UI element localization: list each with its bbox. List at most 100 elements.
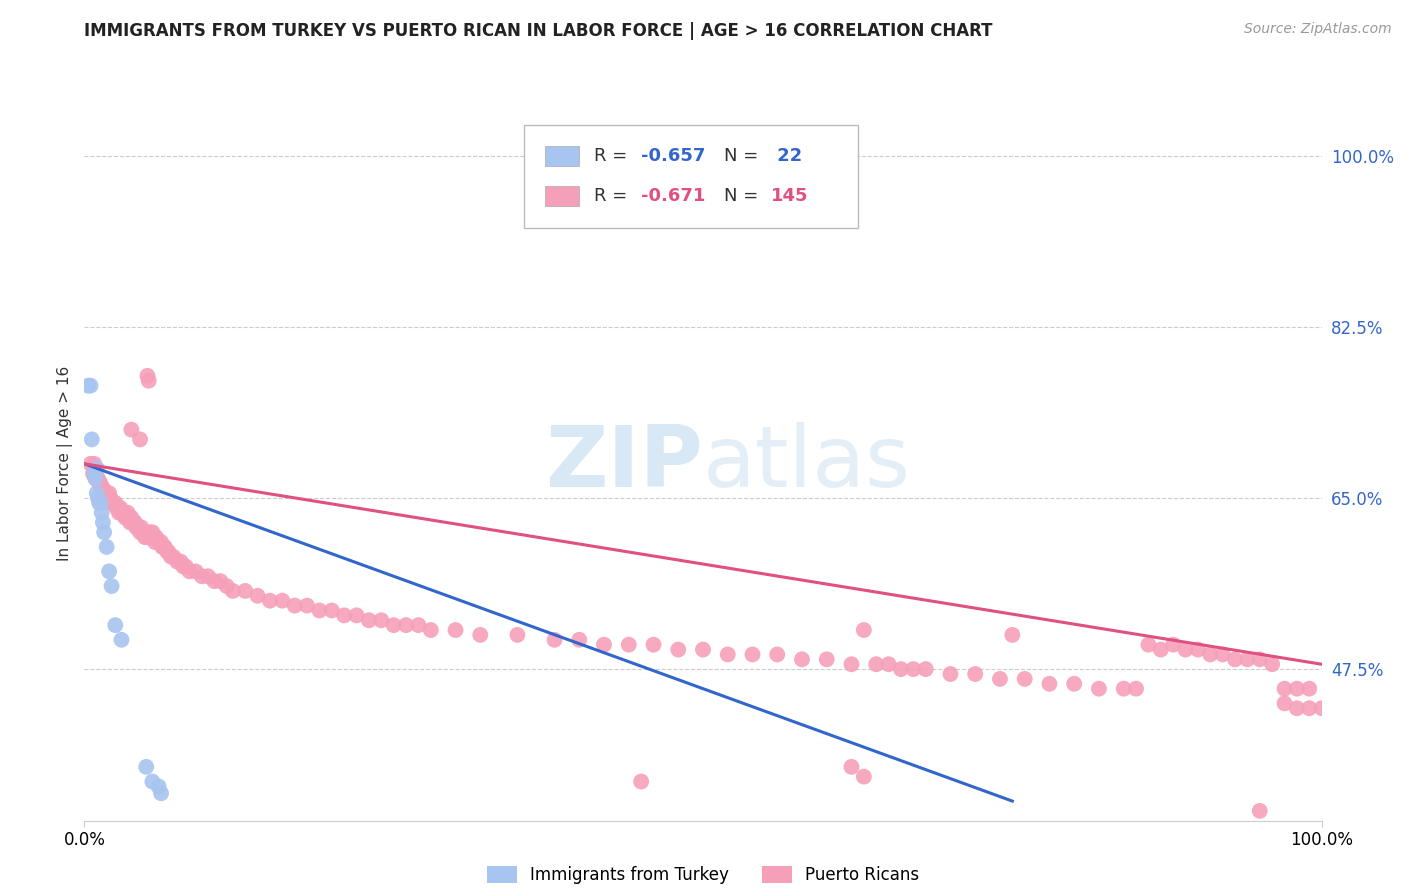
Point [1174,642,1197,657]
Point [233,583,256,598]
Point [91,516,114,530]
Point [129,525,152,540]
Y-axis label: In Labor Force | Age > 16: In Labor Force | Age > 16 [58,367,73,561]
Point [1088,681,1111,696]
Point [107,500,129,515]
Text: 22: 22 [770,146,803,164]
Point [145,530,167,544]
Text: IMMIGRANTS FROM TURKEY VS PUERTO RICAN IN LABOR FORCE | AGE > 16 CORRELATION CHA: IMMIGRANTS FROM TURKEY VS PUERTO RICAN I… [84,22,993,40]
Point [766,648,789,662]
Point [101,496,124,510]
Point [1150,642,1173,657]
Point [174,559,197,574]
Point [166,555,188,569]
Point [141,530,163,544]
Point [1038,677,1060,691]
Point [89,496,111,510]
Point [1187,642,1209,657]
Point [110,632,132,647]
Point [1274,681,1296,696]
Point [135,760,157,774]
Point [142,530,165,544]
Point [139,525,162,540]
Point [129,520,152,534]
Point [790,652,813,666]
Point [903,662,925,676]
Point [84,471,107,485]
Point [128,520,150,534]
FancyBboxPatch shape [544,186,579,206]
Point [86,471,108,485]
Point [333,608,356,623]
Point [444,623,467,637]
Point [121,516,143,530]
Point [191,569,214,583]
Point [120,516,142,530]
Point [271,593,294,607]
Point [1212,648,1234,662]
Legend: Immigrants from Turkey, Puerto Ricans: Immigrants from Turkey, Puerto Ricans [486,865,920,884]
Point [120,510,142,524]
Point [160,549,183,564]
Point [148,780,170,794]
Point [141,525,163,540]
Point [150,786,173,800]
Point [179,565,201,579]
FancyBboxPatch shape [544,145,579,166]
Point [170,555,193,569]
Point [222,583,245,598]
Point [91,481,114,495]
Point [1249,652,1271,666]
Point [153,540,176,554]
Point [157,545,180,559]
Point [96,540,118,554]
Point [988,672,1011,686]
Point [617,638,640,652]
Point [156,545,179,559]
Point [419,623,441,637]
Point [86,486,108,500]
Point [1236,652,1258,666]
Point [148,535,170,549]
Point [841,760,863,774]
Point [87,471,110,485]
Point [150,535,173,549]
Text: -0.657: -0.657 [641,146,706,164]
Point [132,525,155,540]
Point [370,613,392,627]
Point [408,618,430,632]
Point [841,657,863,672]
Point [1199,648,1222,662]
Point [89,476,111,491]
Point [77,378,100,392]
Text: -0.671: -0.671 [641,187,706,205]
Point [131,525,153,540]
Point [1161,638,1184,652]
Point [100,579,122,593]
Point [86,461,108,475]
Text: Source: ZipAtlas.com: Source: ZipAtlas.com [1244,22,1392,37]
Point [84,471,107,485]
Point [82,467,104,481]
Point [83,467,105,481]
Point [79,457,101,471]
Point [100,496,122,510]
Point [125,520,148,534]
Point [865,657,887,672]
Point [1298,701,1320,715]
Point [346,608,368,623]
Point [877,657,900,672]
Point [111,506,134,520]
Point [162,549,184,564]
Text: R =: R = [595,146,633,164]
Point [93,525,115,540]
Point [138,374,160,388]
Point [939,667,962,681]
Point [89,496,111,510]
Point [1063,677,1085,691]
Point [94,486,117,500]
Point [815,652,838,666]
Point [104,496,127,510]
Point [184,565,207,579]
Text: N =: N = [724,146,763,164]
